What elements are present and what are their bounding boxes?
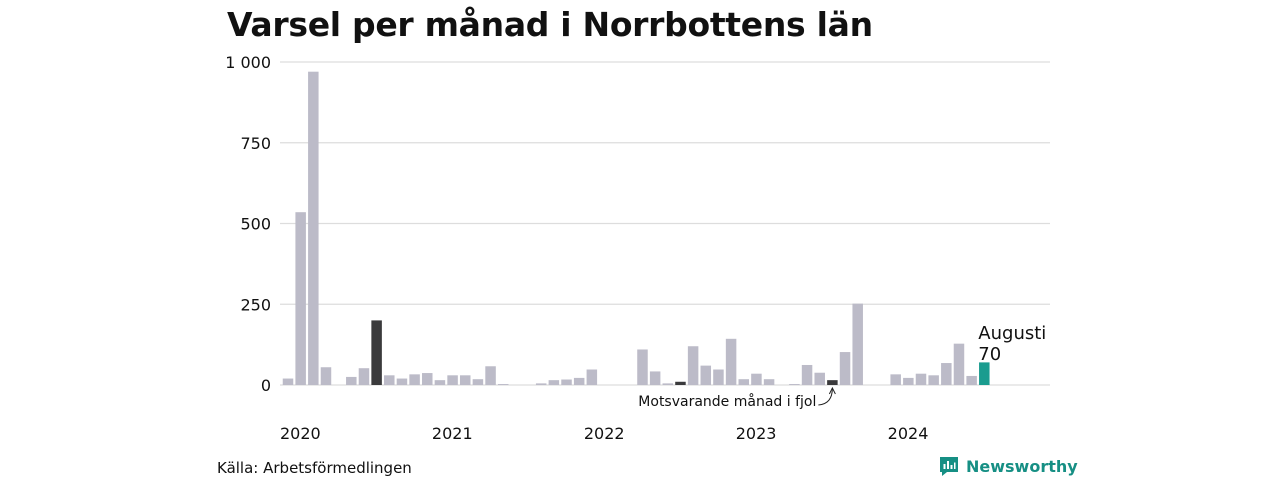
bar-2024-02 bbox=[903, 377, 914, 385]
bar-2022-12 bbox=[725, 338, 737, 385]
bar-2022-09 bbox=[687, 346, 699, 385]
y-tick-label: 250 bbox=[240, 295, 271, 314]
bar-2020-10 bbox=[396, 378, 408, 385]
current-month-label: Augusti bbox=[978, 323, 1046, 344]
current-month-value: 70 bbox=[978, 344, 1001, 365]
bar-2022-07 bbox=[662, 383, 674, 385]
bar-2023-03 bbox=[763, 379, 775, 385]
bar-2022-08 bbox=[675, 381, 686, 385]
bar-2021-01 bbox=[434, 380, 446, 385]
bar-2022-05 bbox=[637, 349, 648, 385]
bar-2024-07 bbox=[966, 375, 977, 385]
bar-2020-09 bbox=[384, 375, 395, 385]
bar-2020-11 bbox=[409, 374, 420, 385]
bar-2023-07 bbox=[814, 372, 825, 385]
bar-2023-10 bbox=[852, 303, 863, 385]
bar-2021-11 bbox=[561, 379, 572, 385]
bar-2021-10 bbox=[548, 380, 560, 385]
x-tick-label: 2023 bbox=[736, 424, 777, 443]
bar-2021-05 bbox=[485, 366, 496, 385]
chart-title: Varsel per månad i Norrbottens län bbox=[227, 5, 873, 44]
bar-2020-03 bbox=[308, 71, 319, 385]
bar-2024-03 bbox=[915, 373, 927, 385]
y-tick-label: 0 bbox=[261, 376, 271, 395]
bar-2022-11 bbox=[713, 369, 724, 385]
last-year-arrow-head bbox=[828, 386, 836, 395]
bar-2024-04 bbox=[928, 375, 939, 385]
bar-2023-02 bbox=[751, 373, 762, 385]
y-axis-ticks: 0 250 500 750 1 000 bbox=[225, 53, 271, 395]
y-tick-label: 750 bbox=[240, 134, 271, 153]
bar-2020-07 bbox=[358, 368, 370, 385]
bar-2023-05 bbox=[789, 384, 800, 385]
bar-2022-01 bbox=[586, 369, 598, 385]
bar-2020-04 bbox=[320, 367, 332, 385]
bar-2023-01 bbox=[738, 379, 750, 385]
bar-2022-10 bbox=[700, 365, 712, 385]
bar-2023-06 bbox=[801, 364, 813, 385]
last-year-note: Motsvarande månad i fjol bbox=[638, 393, 816, 410]
bar-2024-05 bbox=[941, 363, 952, 385]
gridlines bbox=[280, 61, 1050, 386]
bar-2021-02 bbox=[447, 375, 458, 385]
bar-2020-08 bbox=[371, 320, 382, 385]
bar-2024-01 bbox=[890, 374, 901, 385]
bar-2022-06 bbox=[649, 371, 661, 385]
newsworthy-logo-icon bbox=[940, 457, 958, 476]
x-tick-label: 2022 bbox=[584, 424, 625, 443]
bar-2021-04 bbox=[472, 379, 484, 385]
y-tick-label: 1 000 bbox=[225, 53, 271, 72]
bar-2024-06 bbox=[953, 343, 965, 385]
x-tick-label: 2024 bbox=[888, 424, 929, 443]
bar-2020-12 bbox=[422, 373, 433, 385]
source-note: Källa: Arbetsförmedlingen bbox=[217, 459, 412, 477]
bar-2023-08 bbox=[827, 380, 838, 385]
bar-2020-01 bbox=[282, 378, 294, 385]
bar-2021-03 bbox=[459, 375, 471, 385]
bars bbox=[282, 71, 990, 385]
bar-2021-06 bbox=[497, 384, 509, 385]
brand-logo[interactable]: Newsworthy bbox=[938, 455, 1078, 477]
x-tick-label: 2020 bbox=[280, 424, 321, 443]
bar-2021-12 bbox=[573, 377, 585, 385]
x-tick-label: 2021 bbox=[432, 424, 473, 443]
bar-2020-06 bbox=[346, 376, 357, 385]
bar-2023-09 bbox=[839, 352, 851, 385]
y-tick-label: 500 bbox=[240, 215, 271, 234]
bar-2024-08 bbox=[979, 362, 990, 385]
bar-2021-09 bbox=[535, 383, 547, 385]
bar-2020-02 bbox=[295, 212, 306, 385]
last-year-arrow-line bbox=[818, 387, 833, 406]
brand-name: Newsworthy bbox=[966, 456, 1078, 476]
x-axis-ticks: 2020 2021 2022 2023 2024 bbox=[280, 424, 928, 443]
